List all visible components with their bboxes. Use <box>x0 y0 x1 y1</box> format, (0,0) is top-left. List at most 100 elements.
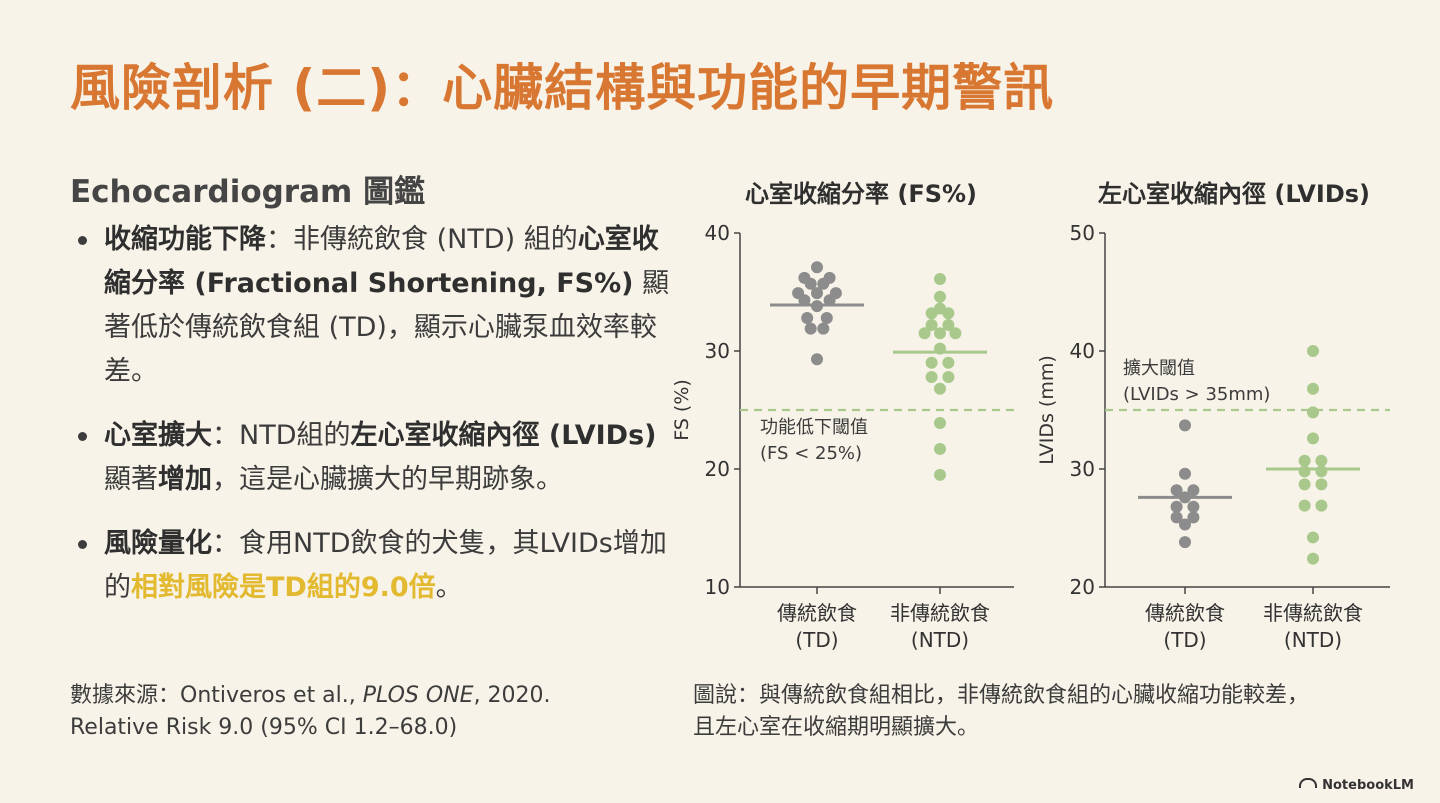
fs-data-point <box>817 322 830 335</box>
lvids-data-point <box>1298 454 1311 467</box>
lvids-threshold-label: 擴大閾值 <box>1123 358 1195 379</box>
bullet-dot-icon <box>78 540 87 549</box>
bullet-separator: ： <box>212 528 239 559</box>
lvids-data-point <box>1307 406 1319 419</box>
fs-data-point <box>804 322 817 335</box>
brand-badge: NotebookLM <box>1299 778 1414 793</box>
chart-lvids: 20 30 40 50 LVIDs (mm) 擴大閾值 (LVIDs > 35mm) 傳統飲食… <box>1036 221 1390 652</box>
bullet-text: 顯著 <box>104 464 158 495</box>
fs-x-tick-label: 非傳統飲食 <box>890 601 990 625</box>
fs-data-point <box>804 277 817 290</box>
fs-data-point <box>949 327 962 340</box>
lvids-y-tick-label: 20 <box>1070 575 1095 599</box>
fs-data-point <box>934 273 946 286</box>
notebooklm-logo-icon <box>1299 778 1318 788</box>
lvids-data-point <box>1179 518 1191 531</box>
fs-data-point <box>925 319 938 332</box>
bullet-bold-text: 增加 <box>158 464 212 495</box>
figure-caption: 圖說：與傳統飲食組相比，非傳統飲食組的心臟收縮功能較差， 且左心室在收縮期明顯擴… <box>693 680 1393 744</box>
lvids-y-axis-label: LVIDs (mm) <box>1036 355 1058 465</box>
lvids-data-point <box>1307 552 1319 565</box>
lvids-data-point <box>1179 467 1191 480</box>
fs-data-point <box>801 311 814 324</box>
lvids-data-point <box>1315 454 1328 467</box>
fs-x-tick-label: (TD) <box>795 628 838 652</box>
fs-y-tick-label: 10 <box>705 575 730 599</box>
section-heading: Echocardiogram 圖鑑 <box>70 174 426 210</box>
lvids-x-tick-label: 非傳統飲食 <box>1263 601 1363 625</box>
lvids-data-point <box>1170 511 1183 524</box>
bullet-separator: ： <box>212 420 239 451</box>
fs-data-point <box>817 277 830 290</box>
chart-title-lvids: 左心室收縮內徑 (LVIDs) <box>1098 180 1370 208</box>
fs-data-point <box>918 327 931 340</box>
lvids-data-point <box>1179 536 1191 549</box>
bullet-dot-icon <box>78 236 87 245</box>
fs-data-point <box>925 370 938 383</box>
fs-data-point <box>925 307 938 320</box>
fs-data-point <box>811 287 823 300</box>
page-title: 風險剖析 (二)：心臟結構與功能的早期警訊 <box>70 59 1055 117</box>
bullet-highlight-text: 相對風險是TD組的9.0倍 <box>131 572 436 603</box>
bullet-text: 非傳統飲食 (NTD) 組的 <box>293 224 578 255</box>
lvids-data-point <box>1298 465 1311 478</box>
fs-data-point <box>823 294 836 307</box>
fs-threshold-label: 功能低下閾值 <box>760 417 868 438</box>
bullet-title: 風險量化 <box>104 528 212 559</box>
data-source: 數據來源：Ontiveros et al., PLOS ONE, 2020. R… <box>70 680 551 744</box>
bullet-bold-text: 心室收縮分率 (Fractional Shortening, FS%) <box>104 224 659 299</box>
fs-threshold-label: (FS < 25%) <box>760 443 862 464</box>
lvids-threshold-label: (LVIDs > 35mm) <box>1123 384 1270 405</box>
chart-title-fs: 心室收縮分率 (FS%) <box>745 180 978 208</box>
fs-data-point <box>942 319 955 332</box>
lvids-y-tick-label: 50 <box>1070 221 1095 245</box>
fs-y-tick-label: 30 <box>705 339 730 363</box>
lvids-data-point <box>1315 478 1328 491</box>
source-relative-risk: Relative Risk 9.0 (95% CI 1.2–68.0) <box>70 715 458 740</box>
fs-data-point <box>798 294 811 307</box>
fs-data-point <box>942 307 955 320</box>
lvids-x-tick-label: (NTD) <box>1284 628 1342 652</box>
lvids-data-point <box>1170 500 1183 513</box>
brand-name: NotebookLM <box>1322 778 1414 793</box>
bullet-title: 心室擴大 <box>104 420 212 451</box>
lvids-data-point <box>1170 484 1183 497</box>
fs-x-tick-label: (NTD) <box>911 628 969 652</box>
lvids-data-point <box>1298 478 1311 491</box>
lvids-y-tick-label: 40 <box>1070 339 1095 363</box>
fs-y-tick-label: 40 <box>705 221 730 245</box>
bullet-text: NTD組的 <box>239 420 351 451</box>
fs-data-point <box>820 311 833 324</box>
lvids-y-tick-label: 30 <box>1070 457 1095 481</box>
fs-data-point <box>925 356 938 369</box>
lvids-data-point <box>1187 500 1200 513</box>
caption-line-1: 圖說：與傳統飲食組相比，非傳統飲食組的心臟收縮功能較差， <box>693 683 1310 708</box>
fs-data-point <box>934 382 946 395</box>
fs-y-axis-label: FS (%) <box>671 379 693 441</box>
chart-fs: 10 20 30 40 FS (%) 功能低下閾值 (FS < 25%) 傳統飲食 (TD) 非傳… <box>671 221 1014 652</box>
bullet-text: ，這是心臟擴大的早期跡象。 <box>212 464 563 495</box>
bullet-dot-icon <box>78 432 87 441</box>
lvids-data-point <box>1307 432 1319 445</box>
lvids-data-point <box>1307 345 1319 357</box>
bullet-title: 收縮功能下降 <box>104 224 266 255</box>
caption-line-2: 且左心室在收縮期明顯擴大。 <box>693 715 980 740</box>
fs-x-tick-label: 傳統飲食 <box>777 601 857 625</box>
lvids-data-point <box>1307 382 1319 395</box>
bullet-systolic-function: 收縮功能下降：非傳統飲食 (NTD) 組的心室收縮分率 (Fractional … <box>70 218 670 394</box>
source-journal: PLOS ONE <box>362 683 474 708</box>
fs-data-point <box>811 353 823 366</box>
bullet-bold-text: 左心室收縮內徑 (LVIDs) <box>350 420 657 451</box>
fs-data-point <box>934 327 946 340</box>
bullet-text: 。 <box>435 572 463 603</box>
bullet-risk-quantification: 風險量化：食用NTD飲食的犬隻，其LVIDs增加的相對風險是TD組的9.0倍。 <box>70 522 670 610</box>
bullet-text: 食用NTD飲食的犬隻，其LVIDs增加的 <box>104 528 667 603</box>
lvids-data-point <box>1179 419 1191 432</box>
fs-data-point <box>942 356 955 369</box>
fs-data-point <box>942 370 955 383</box>
bullet-text: 顯著低於傳統飲食組 (TD)，顯示心臟泵血效率較差。 <box>104 268 670 387</box>
lvids-data-point <box>1315 465 1328 478</box>
fs-data-point <box>934 468 946 481</box>
fs-y-tick-label: 20 <box>705 457 730 481</box>
fs-data-point <box>934 416 946 429</box>
